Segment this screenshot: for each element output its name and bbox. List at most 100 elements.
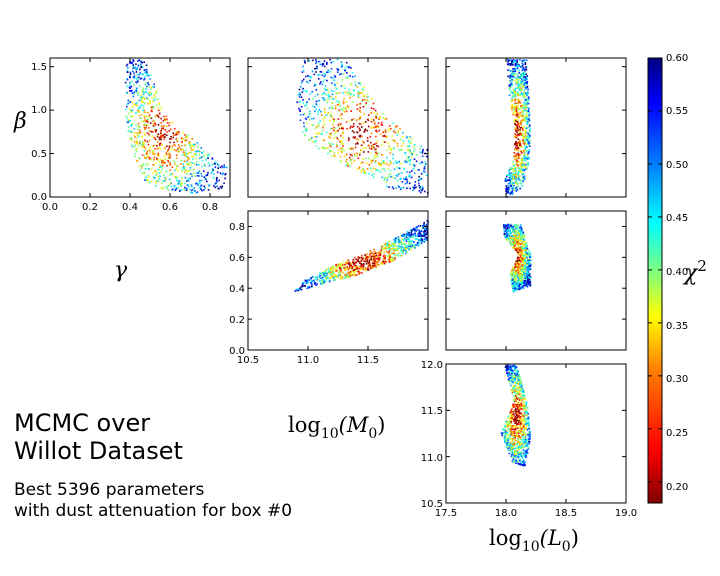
scatter-point (380, 249, 383, 251)
scatter-point (511, 382, 514, 384)
scatter-point (524, 96, 526, 98)
scatter-point (158, 116, 160, 119)
scatter-point (421, 239, 423, 242)
scatter-point (525, 120, 527, 123)
scatter-point (405, 233, 408, 235)
scatter-point (345, 164, 348, 166)
scatter-point (422, 188, 424, 190)
scatter-point (167, 148, 170, 150)
scatter-point (528, 268, 530, 270)
scatter-point (524, 70, 526, 72)
scatter-point (145, 88, 147, 90)
scatter-point (163, 125, 165, 127)
scatter-point (515, 241, 518, 243)
scatter-point (424, 160, 427, 163)
scatter-point (522, 74, 525, 77)
scatter-point (426, 223, 428, 226)
scatter-point (303, 125, 305, 128)
scatter-point (522, 111, 524, 114)
scatter-point (514, 404, 516, 407)
scatter-point (152, 176, 155, 179)
scatter-point (520, 248, 522, 250)
scatter-point (203, 163, 206, 165)
scatter-point (326, 276, 328, 278)
scatter-point (379, 163, 382, 165)
scatter-point (514, 268, 516, 271)
scatter-point (142, 164, 145, 166)
scatter-point (517, 383, 519, 385)
scatter-point (164, 118, 167, 120)
scatter-point (322, 126, 324, 129)
scatter-point (516, 386, 519, 388)
scatter-point (149, 168, 152, 171)
scatter-point (358, 267, 361, 270)
scatter-point (523, 247, 525, 250)
scatter-point (314, 282, 317, 284)
scatter-point (402, 249, 405, 252)
scatter-point (513, 290, 515, 292)
scatter-point (338, 109, 341, 112)
scatter-point (318, 276, 321, 278)
scatter-point (508, 229, 511, 231)
scatter-point (384, 257, 386, 259)
scatter-point (372, 146, 375, 149)
scatter-point (393, 253, 396, 256)
scatter-point (126, 91, 128, 94)
scatter-point (323, 123, 326, 126)
scatter-point (512, 288, 515, 291)
scatter-point (311, 283, 313, 286)
scatter-point (143, 69, 146, 71)
scatter-point (408, 231, 410, 234)
scatter-point (315, 61, 318, 63)
scatter-point (504, 235, 506, 238)
scatter-point (392, 162, 395, 164)
scatter-point (193, 187, 195, 189)
scatter-point (302, 65, 304, 68)
scatter-point (512, 113, 514, 116)
scatter-point (198, 149, 201, 152)
scatter-point (322, 92, 325, 95)
scatter-point (508, 94, 511, 96)
scatter-point (368, 172, 370, 175)
scatter-point (223, 182, 225, 185)
scatter-point (514, 266, 516, 269)
scatter-point (529, 277, 531, 279)
scatter-point (508, 59, 510, 62)
scatter-point (522, 266, 524, 268)
scatter-point (413, 187, 416, 190)
scatter-point (412, 189, 414, 192)
scatter-point (171, 188, 174, 191)
scatter-point (176, 140, 179, 142)
scatter-point (397, 238, 400, 241)
scatter-point (515, 144, 517, 146)
scatter-point (322, 81, 324, 83)
scatter-point (517, 98, 519, 101)
scatter-point (183, 160, 186, 162)
scatter-point (333, 79, 336, 82)
scatter-point (178, 150, 180, 153)
scatter-point (353, 271, 356, 273)
scatter-point (208, 153, 211, 156)
scatter-point (511, 173, 514, 176)
scatter-point (522, 464, 524, 466)
scatter-point (370, 162, 373, 164)
scatter-point (393, 241, 396, 244)
scatter-point (308, 75, 310, 78)
scatter-point (175, 157, 178, 159)
scatter-point (180, 137, 183, 139)
scatter-point (363, 94, 365, 97)
scatter-point (164, 186, 167, 188)
scatter-point (167, 122, 169, 124)
scatter-point (521, 250, 524, 253)
scatter-point (510, 455, 513, 457)
scatter-point (423, 190, 426, 193)
scatter-point (514, 127, 517, 129)
scatter-point (513, 285, 516, 287)
scatter-point (325, 278, 328, 281)
scatter-point (135, 77, 137, 80)
scatter-point (422, 233, 425, 236)
scatter-point (511, 109, 513, 111)
scatter-point (141, 136, 143, 138)
scatter-point (513, 391, 515, 393)
scatter-point (415, 238, 418, 240)
